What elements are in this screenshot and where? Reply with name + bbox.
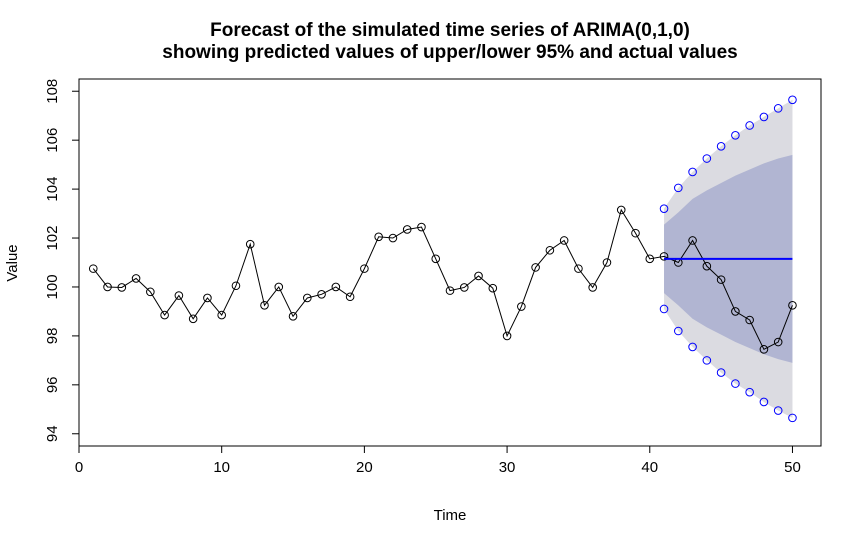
plot-layer bbox=[88, 95, 797, 423]
lower-95-point bbox=[702, 356, 712, 365]
upper-95-point bbox=[759, 112, 769, 122]
x-tick-label: 0 bbox=[75, 459, 83, 476]
observed-point bbox=[203, 293, 212, 303]
observed-point bbox=[231, 281, 241, 291]
lower-95-point bbox=[759, 397, 769, 407]
lower-95-point bbox=[716, 368, 726, 377]
observed-point bbox=[146, 287, 155, 297]
lower-95-point bbox=[688, 342, 697, 352]
x-tick-label: 50 bbox=[784, 459, 801, 476]
y-tick-label: 102 bbox=[44, 226, 61, 251]
y-axis: 94 96 98 100 102 104 106 108 bbox=[44, 79, 80, 442]
observed-point bbox=[688, 236, 697, 245]
observed-point bbox=[459, 283, 469, 292]
x-axis-label: Time bbox=[434, 507, 467, 524]
y-tick-label: 108 bbox=[44, 79, 61, 104]
observed-point bbox=[388, 233, 398, 243]
lower-95-point bbox=[659, 304, 669, 314]
y-tick-label: 106 bbox=[44, 128, 61, 153]
observed-point bbox=[288, 312, 298, 321]
y-tick-label: 104 bbox=[44, 177, 61, 202]
x-tick-label: 40 bbox=[641, 459, 658, 476]
observed-point bbox=[374, 232, 383, 242]
upper-95-point bbox=[745, 121, 754, 130]
observed-point bbox=[502, 331, 512, 341]
observed-point bbox=[274, 282, 284, 292]
observed-point bbox=[103, 282, 112, 292]
observed-point bbox=[260, 301, 269, 310]
observed-point bbox=[303, 293, 312, 303]
x-tick-label: 20 bbox=[356, 459, 373, 476]
observed-point bbox=[317, 290, 326, 299]
y-tick-label: 96 bbox=[44, 376, 61, 393]
observed-point bbox=[431, 254, 441, 264]
observed-point bbox=[574, 264, 583, 273]
observed-point bbox=[131, 274, 141, 283]
observed-point bbox=[759, 345, 769, 354]
upper-95-point bbox=[688, 167, 697, 177]
observed-point bbox=[402, 225, 412, 234]
x-tick-label: 30 bbox=[499, 459, 516, 476]
observed-point bbox=[160, 310, 169, 320]
observed-point bbox=[659, 252, 669, 261]
observed-point bbox=[331, 282, 341, 292]
lower-95-point bbox=[745, 387, 754, 397]
observed-point bbox=[517, 302, 526, 311]
y-axis-label: Value bbox=[4, 244, 21, 281]
observed-point bbox=[545, 245, 555, 255]
observed-point bbox=[588, 283, 597, 292]
x-axis: 0 10 20 30 40 50 bbox=[75, 445, 801, 476]
upper-95-point bbox=[716, 141, 726, 151]
upper-95-point bbox=[674, 183, 683, 193]
y-tick-label: 98 bbox=[44, 328, 61, 345]
observed-point bbox=[345, 292, 355, 302]
observed-point bbox=[773, 337, 783, 347]
observed-point bbox=[360, 264, 369, 273]
lower-95-point bbox=[731, 379, 740, 388]
observed-point bbox=[788, 301, 797, 310]
upper-95-point bbox=[659, 204, 669, 213]
upper-95-point bbox=[788, 95, 797, 105]
observed-point bbox=[188, 314, 198, 324]
y-tick-label: 94 bbox=[44, 425, 61, 442]
observed-point bbox=[474, 271, 483, 281]
observed-point bbox=[117, 283, 127, 292]
chart-subtitle: showing predicted values of upper/lower … bbox=[162, 42, 737, 63]
observed-point bbox=[631, 228, 640, 238]
upper-95-point bbox=[702, 154, 712, 163]
observed-point bbox=[417, 222, 426, 232]
x-tick-label: 10 bbox=[213, 459, 230, 476]
observed-point bbox=[245, 239, 255, 249]
upper-95-point bbox=[731, 130, 740, 140]
observed-point bbox=[745, 315, 754, 325]
lower-95-point bbox=[674, 326, 683, 336]
lower-95-point bbox=[773, 406, 783, 415]
observed-point bbox=[531, 263, 540, 272]
observed-point bbox=[88, 264, 98, 273]
observed-point bbox=[716, 275, 726, 284]
observed-point bbox=[488, 283, 498, 293]
observed-point bbox=[559, 236, 569, 245]
observed-point bbox=[174, 291, 184, 300]
chart-title: Forecast of the simulated time series of… bbox=[210, 20, 690, 41]
observed-point bbox=[217, 310, 226, 320]
observed-point bbox=[602, 258, 612, 267]
observed-point bbox=[702, 261, 712, 271]
observed-point bbox=[645, 254, 655, 264]
y-tick-label: 100 bbox=[44, 274, 61, 299]
upper-95-point bbox=[773, 104, 783, 113]
observed-point bbox=[731, 307, 740, 316]
observed-point bbox=[616, 205, 626, 215]
lower-95-point bbox=[788, 413, 797, 423]
observed-point bbox=[445, 286, 455, 295]
